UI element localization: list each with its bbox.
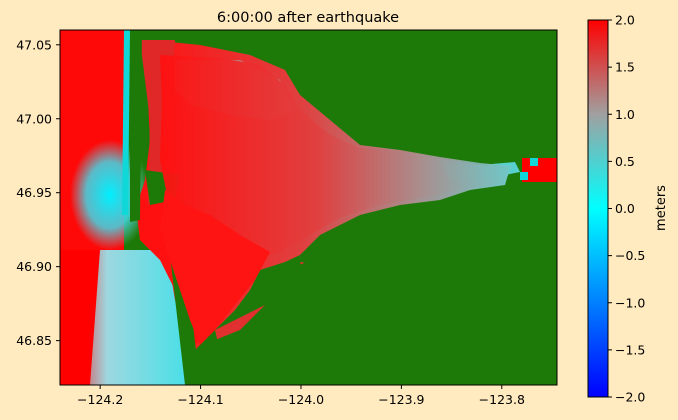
colorbar-tick-label: 1.0 xyxy=(615,107,635,122)
y-axis: 46.85 46.90 46.95 47.00 47.05 xyxy=(16,37,60,348)
y-tick-label: 46.95 xyxy=(16,185,52,200)
north-land xyxy=(175,30,557,160)
colorbar-tick-label: −1.5 xyxy=(615,342,645,357)
colorbar: 2.0 1.5 1.0 0.5 0.0 −0.5 −1.0 −1.5 −2.0 meters xyxy=(587,13,669,405)
x-tick-label: −124.1 xyxy=(177,392,223,407)
x-axis: −124.2 −124.1 −124.0 −123.9 −123.8 xyxy=(77,385,525,407)
colorbar-tick-label: 0.5 xyxy=(615,154,635,169)
x-tick-label: −123.8 xyxy=(479,392,525,407)
colorbar-gradient xyxy=(587,19,609,398)
coastline-edge xyxy=(122,30,130,215)
map-area xyxy=(60,30,557,385)
colorbar-tick-label: 1.5 xyxy=(615,60,635,75)
colorbar-tick-label: −1.0 xyxy=(615,295,645,310)
y-tick-label: 47.00 xyxy=(16,111,52,126)
plot-frame xyxy=(59,29,558,386)
y-tick-label: 46.90 xyxy=(16,259,52,274)
colorbar-ticks: 2.0 1.5 1.0 0.5 0.0 −0.5 −1.0 −1.5 −2.0 xyxy=(608,13,645,405)
colorbar-tick-label: −2.0 xyxy=(615,390,645,405)
x-tick-label: −124.2 xyxy=(77,392,123,407)
colorbar-tick-label: −0.5 xyxy=(615,248,645,263)
colorbar-label: meters xyxy=(654,185,669,231)
chart-title: 6:00:00 after earthquake xyxy=(217,10,399,26)
south-land xyxy=(200,185,557,385)
colorbar-tick-label: 2.0 xyxy=(615,13,635,28)
x-tick-label: −123.9 xyxy=(378,392,424,407)
y-tick-label: 47.05 xyxy=(16,37,52,52)
colorbar-tick-label: 0.0 xyxy=(615,201,635,216)
north-spit xyxy=(130,30,142,222)
x-tick-label: −124.0 xyxy=(278,392,324,407)
y-tick-label: 46.85 xyxy=(16,333,52,348)
south-spit xyxy=(170,255,200,385)
